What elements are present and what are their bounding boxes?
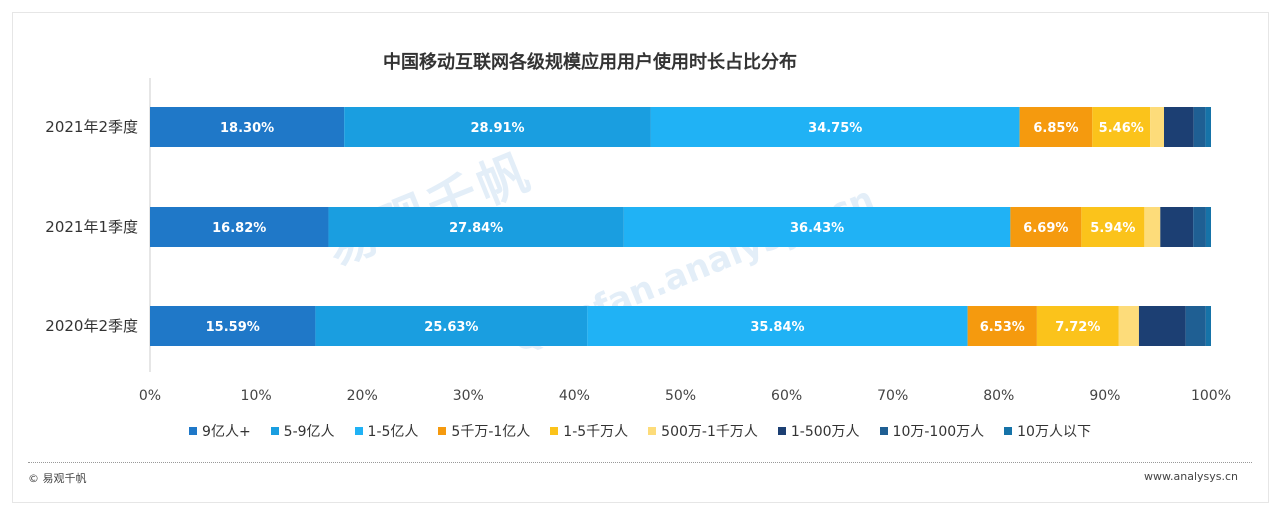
bar-data-label: 5.46% [1099, 121, 1144, 136]
legend-label: 1-500万人 [790, 424, 860, 440]
legend-item: 5千万-1亿人 [438, 421, 530, 441]
y-category-label: 2021年1季度 [45, 218, 138, 236]
legend-swatch [1004, 427, 1013, 435]
bar-segment [1185, 306, 1206, 346]
bar-segment [315, 306, 588, 346]
bar-data-label: 25.63% [424, 320, 478, 335]
x-tick-label: 10% [241, 388, 272, 404]
legend-label: 5-9亿人 [283, 424, 335, 440]
x-tick-label: 20% [347, 388, 378, 404]
legend-item: 1-5亿人 [354, 421, 419, 441]
bar-segment [1205, 207, 1211, 247]
x-tick-label: 100% [1191, 388, 1231, 404]
legend-swatch [270, 427, 279, 435]
legend-swatch [354, 427, 363, 435]
legend-label: 1-5亿人 [367, 424, 419, 440]
legend-item: 9亿人+ [189, 421, 251, 441]
bar-segment [623, 207, 1011, 247]
bar-segment [1019, 107, 1093, 147]
bar-segment [150, 306, 316, 346]
legend-swatch [879, 427, 888, 435]
bar-segment [1036, 306, 1119, 346]
bar-data-label: 18.30% [220, 121, 274, 136]
bar-segment [1010, 207, 1082, 247]
legend-item: 10万人以下 [1004, 421, 1091, 441]
legend-item: 1-500万人 [777, 421, 860, 441]
legend-swatch [550, 427, 559, 435]
bar-data-label: 15.59% [206, 320, 260, 335]
y-category-label: 2020年2季度 [45, 317, 138, 335]
legend-label: 5千万-1亿人 [451, 424, 531, 440]
legend-item: 1-5千万人 [550, 421, 628, 441]
x-tick-label: 40% [559, 388, 590, 404]
bar-segment [1193, 107, 1206, 147]
legend-swatch [189, 427, 198, 435]
bar-segment [1118, 306, 1139, 346]
bar-segment [967, 306, 1037, 346]
bar-data-label: 36.43% [790, 221, 844, 236]
legend-swatch [438, 427, 447, 435]
legend-label: 10万-100万人 [892, 424, 985, 440]
bar-data-label: 16.82% [212, 221, 266, 236]
footer-divider [28, 462, 1252, 463]
bar-segment [344, 107, 651, 147]
chart-frame [12, 12, 1269, 503]
x-tick-label: 50% [665, 388, 696, 404]
bar-segment [1205, 306, 1211, 346]
bar-data-label: 34.75% [808, 121, 862, 136]
x-tick-label: 60% [771, 388, 802, 404]
legend-item: 500万-1千万人 [648, 421, 758, 441]
x-tick-label: 70% [877, 388, 908, 404]
chart-title: 中国移动互联网各级规模应用用户使用时长占比分布 [383, 52, 797, 73]
legend-label: 10万人以下 [1017, 424, 1091, 440]
bar-segment [1144, 207, 1161, 247]
y-category-label: 2021年2季度 [45, 118, 138, 136]
bar-segment [150, 207, 329, 247]
bar-segment [150, 107, 345, 147]
bar-segment [1205, 107, 1211, 147]
legend-item: 10万-100万人 [879, 421, 985, 441]
bar-segment [1092, 107, 1151, 147]
bar-segment [650, 107, 1020, 147]
bar-segment [1163, 107, 1194, 147]
bar-data-label: 7.72% [1055, 320, 1100, 335]
bar-data-label: 6.69% [1023, 221, 1068, 236]
bar-data-label: 27.84% [449, 221, 503, 236]
legend-item: 5-9亿人 [270, 421, 335, 441]
bar-segment [328, 207, 624, 247]
x-tick-label: 30% [453, 388, 484, 404]
bar-segment [1138, 306, 1186, 346]
bar-data-label: 6.85% [1033, 121, 1078, 136]
legend-label: 500万-1千万人 [661, 424, 758, 440]
x-tick-label: 90% [1089, 388, 1120, 404]
bar-segment [1193, 207, 1206, 247]
bar-segment [1160, 207, 1194, 247]
footer-website: www.analysys.cn [1144, 470, 1238, 483]
bar-segment [1150, 107, 1164, 147]
legend-label: 9亿人+ [202, 424, 251, 440]
bar-segment [587, 306, 968, 346]
bar-data-label: 5.94% [1090, 221, 1135, 236]
bar-data-label: 28.91% [470, 121, 524, 136]
bar-data-label: 6.53% [980, 320, 1025, 335]
legend-swatch [648, 427, 657, 435]
chart-legend: 9亿人+ 5-9亿人 1-5亿人 5千万-1亿人 1-5千万人 500万-1千万人 1-50… [0, 421, 1280, 441]
x-tick-label: 80% [983, 388, 1014, 404]
stacked-bar-chart: 0% 10% 20% 30% 40% 50% 60% 70% 80% 90% 100% 2021年2季… [45, 78, 1231, 404]
bar-data-label: 35.84% [750, 320, 804, 335]
bar-segment [1081, 207, 1145, 247]
legend-swatch [777, 427, 786, 435]
x-tick-label: 0% [139, 388, 161, 404]
footer-copyright: © 易观千帆 [28, 472, 87, 485]
legend-label: 1-5千万人 [563, 424, 629, 440]
